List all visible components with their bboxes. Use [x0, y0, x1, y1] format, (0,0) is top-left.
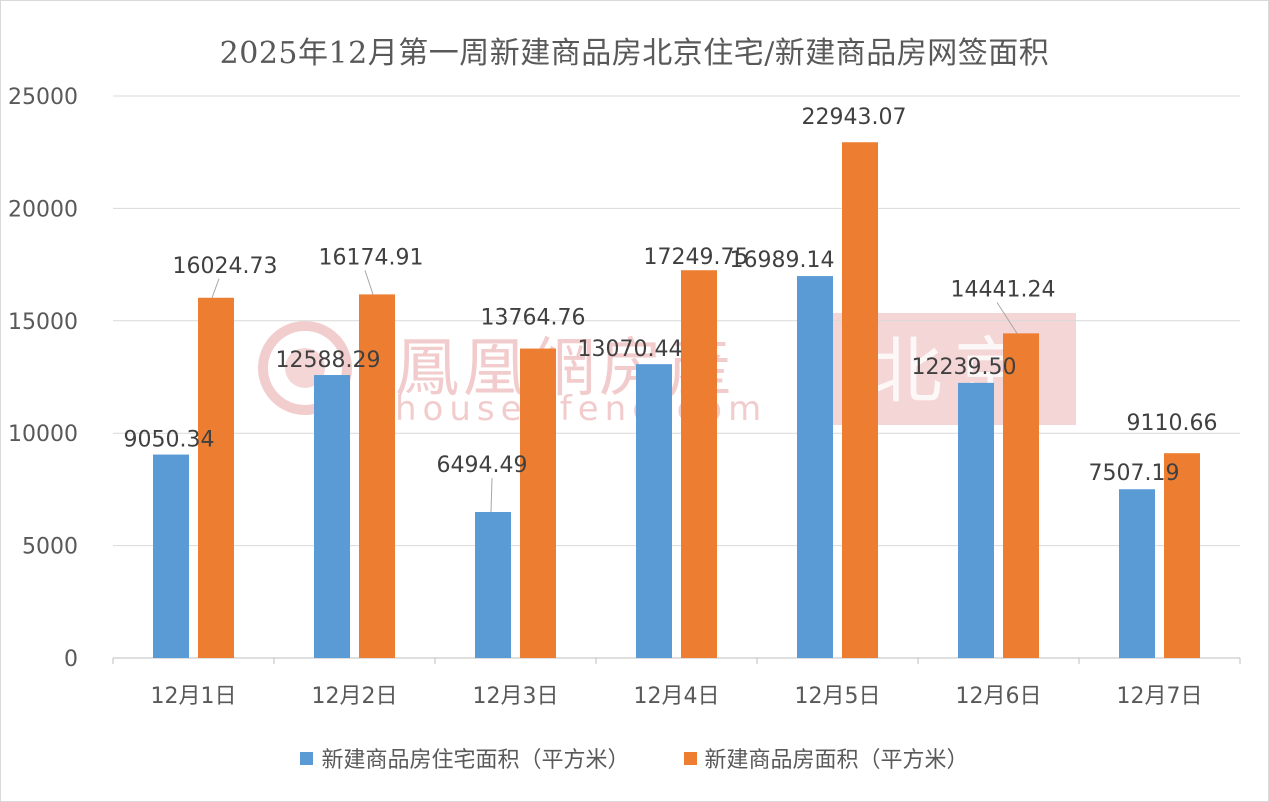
- x-category-label: 12月1日: [151, 684, 237, 709]
- chart-title: 2025年12月第一周新建商品房北京住宅/新建商品房网签面积: [219, 36, 1050, 71]
- legend-item-residential-area: 新建商品房住宅面积（平方米）: [300, 742, 630, 774]
- bar-series0-7: [1119, 489, 1155, 658]
- legend-item-total-area: 新建商品房面积（平方米）: [683, 742, 969, 774]
- bar-series1-5: [842, 142, 878, 658]
- data-label-series0-7: 7507.19: [1089, 461, 1180, 486]
- bar-series1-7: [1164, 453, 1200, 658]
- y-tick-label: 0: [64, 647, 78, 672]
- bar-series0-3: [475, 512, 511, 658]
- x-category-label: 12月4日: [634, 684, 720, 709]
- data-label-series1-4: 17249.75: [644, 245, 749, 270]
- data-label-series1-3: 13764.76: [481, 306, 586, 331]
- watermark-city: 北京: [870, 329, 1038, 413]
- y-tick-label: 5000: [22, 535, 78, 560]
- bar-series0-6: [958, 382, 994, 658]
- bar-series1-3: [520, 348, 556, 658]
- bar-series1-1: [198, 297, 234, 658]
- data-label-leader: [211, 278, 220, 298]
- data-label-leader: [364, 270, 374, 295]
- data-label-leader: [996, 302, 1018, 334]
- bar-series0-1: [153, 454, 189, 658]
- y-tick-label: 15000: [8, 310, 78, 335]
- data-label-series0-3: 6494.49: [437, 453, 528, 478]
- legend-label-residential-area: 新建商品房住宅面积（平方米）: [321, 748, 630, 773]
- data-label-series0-1: 9050.34: [124, 428, 215, 453]
- data-label-series1-6: 14441.24: [951, 277, 1056, 302]
- data-label-series0-2: 12588.29: [276, 348, 381, 373]
- data-label-series0-4: 13070.44: [578, 337, 683, 362]
- y-tick-label: 10000: [8, 422, 78, 447]
- bar-series0-2: [314, 375, 350, 658]
- x-category-label: 12月2日: [312, 684, 398, 709]
- bar-series1-4: [681, 270, 717, 658]
- bar-series1-2: [359, 294, 395, 658]
- watermark-logo-ring: [258, 321, 352, 415]
- x-category-label: 12月5日: [795, 684, 881, 709]
- y-tick-label: 20000: [8, 197, 78, 222]
- y-tick-label: 25000: [8, 85, 78, 110]
- legend-label-total-area: 新建商品房面积（平方米）: [704, 748, 969, 773]
- legend-swatch-residential-area: [300, 751, 314, 765]
- x-category-label: 12月3日: [473, 684, 559, 709]
- bar-series1-6: [1003, 333, 1039, 658]
- data-label-series0-6: 12239.50: [912, 355, 1017, 380]
- data-label-series1-7: 9110.66: [1127, 411, 1218, 436]
- data-label-series1-5: 22943.07: [802, 105, 907, 130]
- data-label-series0-5: 16989.14: [730, 248, 835, 273]
- data-label-series1-1: 16024.73: [173, 254, 278, 279]
- watermark-brand: 鳳凰網房產: [395, 332, 735, 406]
- legend-swatch-total-area: [683, 751, 697, 765]
- bar-series0-4: [636, 364, 672, 658]
- data-label-series1-2: 16174.91: [319, 245, 424, 270]
- data-label-leader: [490, 477, 493, 513]
- bar-series0-5: [797, 276, 833, 658]
- chart-legend: 新建商品房住宅面积（平方米） 新建商品房面积（平方米）: [0, 742, 1269, 774]
- x-category-label: 12月6日: [956, 684, 1042, 709]
- x-category-label: 12月7日: [1117, 684, 1203, 709]
